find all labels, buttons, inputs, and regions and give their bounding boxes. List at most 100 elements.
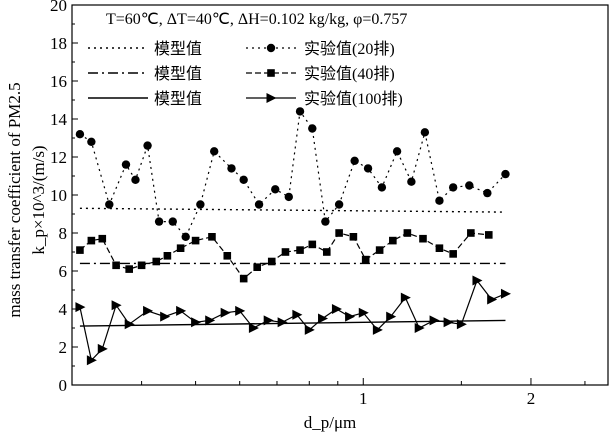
data-point <box>501 169 510 179</box>
data-point <box>220 307 231 318</box>
data-point <box>304 324 315 335</box>
data-point <box>253 263 261 271</box>
legend-row: 模型值 实验值(40排) <box>88 65 395 83</box>
data-point <box>435 196 444 205</box>
data-point <box>448 183 458 192</box>
data-point <box>75 130 85 139</box>
data-point <box>75 302 86 313</box>
data-point <box>377 183 387 192</box>
series-line <box>79 279 506 362</box>
y-axis-title-outer: mass transfer coefficient of PM2.5 <box>5 82 24 317</box>
data-point <box>181 232 190 241</box>
y-tick-label: 12 <box>50 148 67 167</box>
data-point <box>322 248 331 256</box>
data-point <box>334 200 344 209</box>
y-tick-label: 20 <box>50 0 67 15</box>
data-point <box>267 257 276 266</box>
data-point <box>420 128 430 137</box>
series-line <box>79 232 489 280</box>
data-point <box>176 244 185 252</box>
data-point <box>239 175 248 184</box>
data-point <box>143 305 154 316</box>
x-tick-label: 1 <box>359 389 368 408</box>
data-point <box>400 292 411 303</box>
data-point <box>271 185 280 194</box>
data-point <box>321 217 330 226</box>
series-4 <box>79 207 506 213</box>
data-point <box>361 255 370 264</box>
y-tick-label: 4 <box>59 300 68 319</box>
data-point <box>105 200 114 209</box>
data-point <box>292 309 303 320</box>
legend-row: 模型值 实验值(20排) <box>88 40 395 58</box>
data-point <box>196 200 205 209</box>
data-point <box>465 181 474 190</box>
data-point <box>308 240 317 249</box>
legend-exp-label: 实验值(20排) <box>304 40 395 58</box>
series-layer <box>75 107 511 366</box>
data-point <box>484 231 493 239</box>
data-point <box>248 323 259 333</box>
data-point <box>295 107 305 116</box>
data-point <box>331 304 342 314</box>
data-point <box>443 317 454 328</box>
x-axis-title: d_p/μm <box>304 413 357 432</box>
data-point <box>124 319 135 330</box>
data-point <box>281 248 290 256</box>
x-tick-label: 2 <box>527 389 536 408</box>
series-1 <box>75 107 510 241</box>
series-line <box>79 109 506 238</box>
data-point <box>277 317 288 328</box>
data-point <box>429 315 440 326</box>
data-point <box>407 177 416 186</box>
data-point <box>392 147 402 156</box>
data-point <box>76 246 84 254</box>
data-point <box>154 217 164 226</box>
data-point <box>296 246 304 254</box>
data-point <box>358 307 369 318</box>
legend-model-label: 模型值 <box>154 65 202 83</box>
data-point <box>263 315 274 326</box>
data-point <box>191 236 200 245</box>
y-axis-title-inner: k_p×10^3/(m/s) <box>29 145 48 254</box>
data-point <box>435 244 444 252</box>
data-point <box>349 233 358 241</box>
legend-model-label: 模型值 <box>154 40 202 58</box>
chart-annotation: T=60℃, ΔT=40℃, ΔH=0.102 kg/kg, φ=0.757 <box>106 11 407 28</box>
data-point <box>143 141 152 150</box>
y-tick-label: 10 <box>50 186 67 205</box>
data-point <box>335 229 343 237</box>
data-point <box>205 315 216 326</box>
data-point <box>176 305 187 316</box>
data-point <box>163 252 172 260</box>
data-point <box>487 294 498 305</box>
y-tick-label: 0 <box>59 376 68 395</box>
data-point <box>449 250 457 258</box>
y-tick-label: 16 <box>50 72 67 91</box>
data-point <box>227 164 236 173</box>
legend-exp-marker <box>266 43 276 53</box>
data-point <box>87 236 96 245</box>
data-point <box>375 246 384 254</box>
data-point <box>131 175 140 184</box>
data-point <box>111 300 122 311</box>
series-3 <box>75 275 511 366</box>
data-point <box>284 192 293 202</box>
legend-exp-marker <box>267 69 275 77</box>
data-point <box>112 261 120 270</box>
legend-model-label: 模型值 <box>154 90 202 108</box>
series-line <box>79 207 506 213</box>
data-point <box>152 257 161 266</box>
data-point <box>168 217 177 226</box>
legend: 模型值 实验值(20排)模型值 实验值(40排)模型值 实验值(100排) <box>88 40 403 108</box>
data-point <box>254 200 264 209</box>
data-point <box>160 311 171 322</box>
data-point <box>121 160 131 169</box>
data-point <box>472 275 483 286</box>
y-tick-label: 18 <box>50 34 67 53</box>
data-point <box>345 311 356 322</box>
data-point <box>191 317 202 328</box>
